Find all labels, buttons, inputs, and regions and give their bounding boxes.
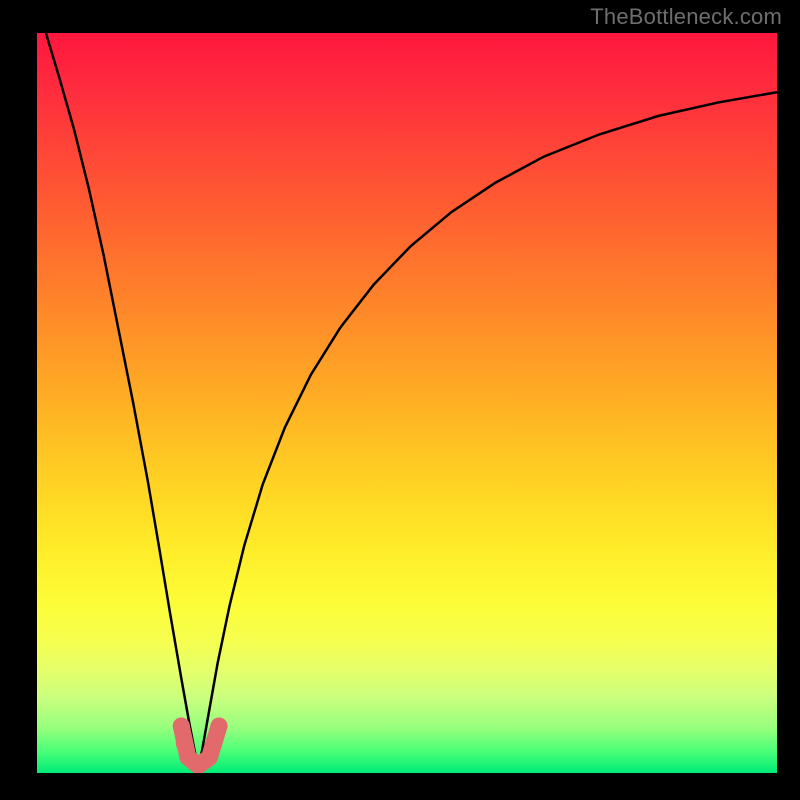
highlight-dot [173, 718, 190, 735]
highlight-dot [176, 735, 193, 752]
watermark-label: TheBottleneck.com [590, 4, 782, 30]
chart-stage: TheBottleneck.com [0, 0, 800, 800]
highlight-dot [211, 718, 228, 735]
bottleneck-chart-svg [0, 0, 800, 800]
plot-background [37, 33, 777, 773]
